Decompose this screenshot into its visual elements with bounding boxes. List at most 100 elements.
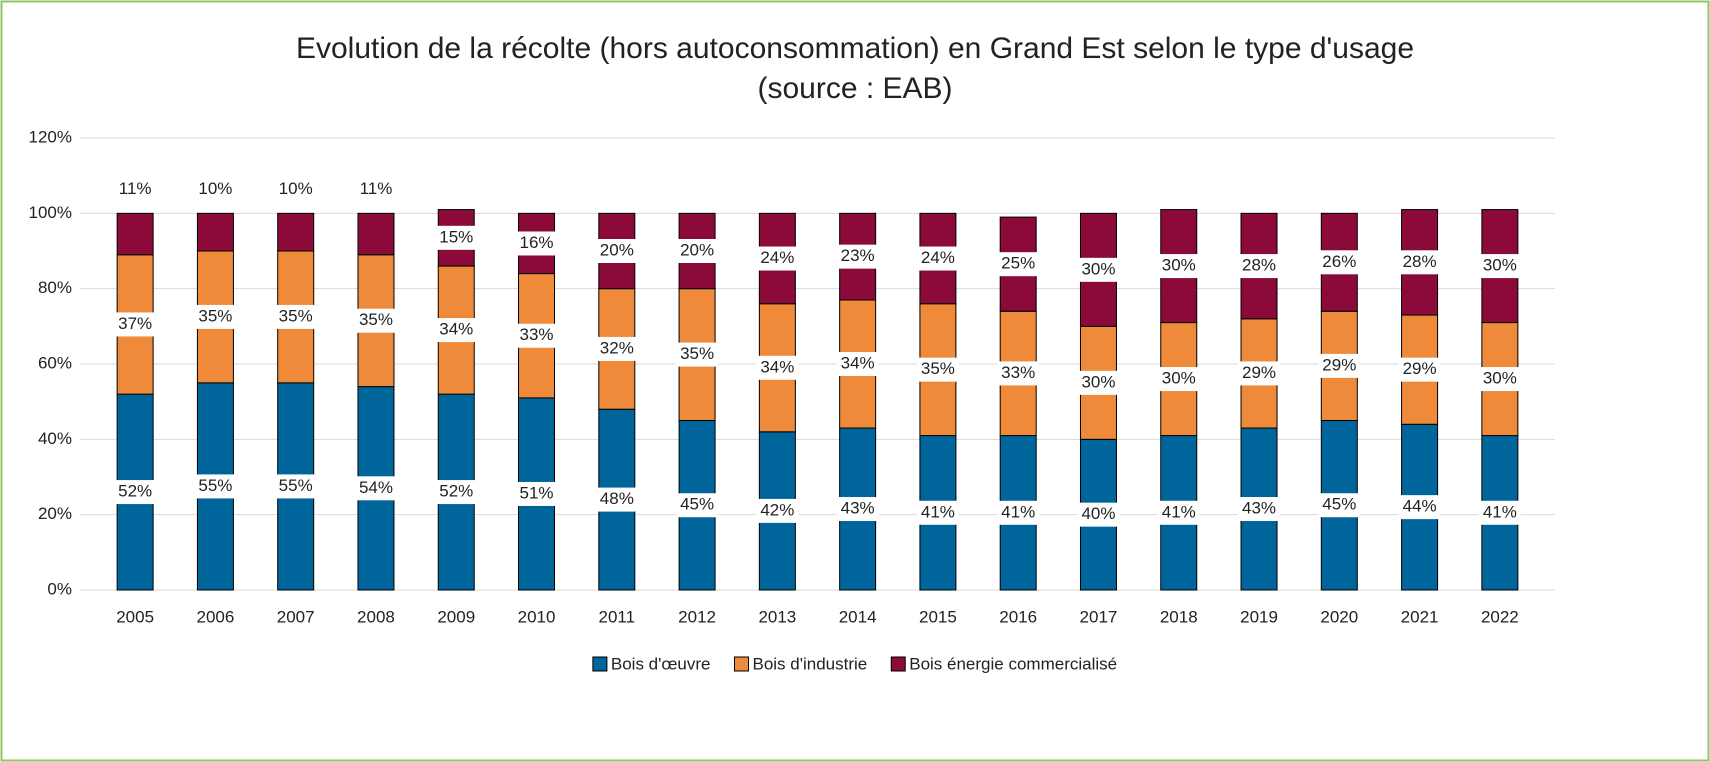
data-label-bg bbox=[595, 336, 638, 361]
data-label-bg bbox=[114, 177, 156, 202]
data-label: 35% bbox=[359, 310, 393, 329]
data-label-bg bbox=[676, 239, 719, 263]
legend-swatch bbox=[890, 656, 906, 672]
data-label-bg bbox=[676, 493, 719, 518]
data-label: 11% bbox=[360, 179, 393, 198]
data-label-bg bbox=[1077, 370, 1120, 395]
bar-segment bbox=[196, 212, 234, 252]
legend-label: Bois d'industrie bbox=[752, 654, 867, 673]
data-label-bg bbox=[194, 304, 237, 329]
data-label: 34% bbox=[439, 320, 473, 339]
data-label-bg bbox=[836, 497, 879, 522]
data-label: 33% bbox=[520, 325, 554, 344]
x-tick-label: 2009 bbox=[437, 607, 475, 626]
data-label: 54% bbox=[359, 478, 393, 497]
data-label: 42% bbox=[760, 500, 794, 519]
data-label: 30% bbox=[1483, 256, 1517, 275]
data-label-bg bbox=[836, 352, 879, 376]
data-label: 24% bbox=[760, 248, 794, 267]
data-label-bg bbox=[354, 476, 397, 501]
data-label-bg bbox=[274, 177, 317, 202]
data-label-bg bbox=[997, 361, 1040, 386]
data-label: 30% bbox=[1081, 259, 1115, 278]
legend-swatch bbox=[733, 656, 749, 672]
data-label: 35% bbox=[198, 306, 232, 325]
data-label-bg bbox=[1157, 254, 1200, 279]
data-label: 32% bbox=[600, 338, 634, 357]
data-label: 33% bbox=[1001, 363, 1035, 382]
data-label: 55% bbox=[279, 476, 313, 495]
bar-segment bbox=[357, 212, 395, 256]
data-label: 44% bbox=[1403, 497, 1437, 516]
data-label-bg bbox=[274, 474, 317, 499]
data-label: 29% bbox=[1322, 355, 1356, 374]
data-label: 41% bbox=[1162, 502, 1196, 521]
data-label-bg bbox=[916, 500, 959, 525]
data-label: 23% bbox=[841, 246, 875, 265]
data-label-bg bbox=[435, 225, 478, 250]
data-label: 20% bbox=[680, 240, 714, 259]
data-label: 35% bbox=[680, 344, 714, 363]
data-label: 55% bbox=[198, 476, 232, 495]
data-label: 24% bbox=[921, 248, 955, 267]
data-label-bg bbox=[1478, 500, 1521, 525]
data-label: 28% bbox=[1242, 256, 1276, 275]
data-label-bg bbox=[194, 177, 237, 202]
data-label-bg bbox=[595, 487, 638, 512]
x-tick-label: 2021 bbox=[1401, 607, 1439, 626]
data-label: 41% bbox=[921, 502, 955, 521]
legend-label: Bois énergie commercialisé bbox=[909, 654, 1117, 673]
data-label-bg bbox=[515, 231, 558, 256]
data-label-bg bbox=[355, 177, 397, 202]
data-label: 20% bbox=[600, 240, 634, 259]
data-label-bg bbox=[756, 355, 799, 380]
data-label-bg bbox=[916, 246, 959, 271]
data-label: 48% bbox=[600, 489, 634, 508]
data-label-bg bbox=[435, 318, 478, 343]
x-tick-label: 2011 bbox=[599, 607, 636, 626]
data-label: 37% bbox=[118, 314, 152, 333]
data-label: 15% bbox=[439, 227, 473, 246]
data-label-bg bbox=[1398, 495, 1441, 520]
data-label-bg bbox=[114, 480, 157, 505]
x-tick-label: 2013 bbox=[758, 607, 796, 626]
chart-subtitle: (source : EAB) bbox=[757, 72, 952, 105]
x-tick-label: 2012 bbox=[678, 607, 716, 626]
data-label-bg bbox=[1238, 254, 1281, 279]
data-label-bg bbox=[1077, 257, 1120, 282]
data-label: 40% bbox=[1081, 504, 1115, 523]
x-tick-label: 2020 bbox=[1320, 607, 1358, 626]
data-label: 34% bbox=[841, 353, 875, 372]
data-label-bg bbox=[676, 342, 719, 367]
data-label: 29% bbox=[1242, 363, 1276, 382]
data-label-bg bbox=[354, 308, 397, 333]
data-label-bg bbox=[1238, 361, 1281, 386]
data-label: 51% bbox=[520, 483, 554, 502]
data-label-bg bbox=[515, 481, 558, 506]
legend-label: Bois d'œuvre bbox=[611, 654, 711, 673]
x-tick-label: 2007 bbox=[277, 607, 315, 626]
data-label-bg bbox=[1318, 493, 1361, 518]
data-label: 35% bbox=[279, 306, 313, 325]
data-label: 45% bbox=[1322, 495, 1356, 514]
data-label: 30% bbox=[1483, 369, 1517, 388]
x-tick-label: 2010 bbox=[518, 607, 556, 626]
data-label: 34% bbox=[760, 357, 794, 376]
data-label: 26% bbox=[1322, 252, 1356, 271]
data-label-bg bbox=[1157, 500, 1200, 525]
x-tick-label: 2022 bbox=[1481, 607, 1519, 626]
data-label-bg bbox=[997, 500, 1040, 525]
data-label-bg bbox=[1318, 353, 1361, 378]
data-label: 25% bbox=[1001, 254, 1035, 273]
legend-swatch bbox=[592, 656, 608, 672]
y-tick-label: 80% bbox=[38, 278, 72, 297]
y-tick-label: 20% bbox=[38, 504, 72, 523]
data-label-bg bbox=[1398, 250, 1441, 275]
bar-segment bbox=[116, 212, 154, 256]
data-label-bg bbox=[515, 323, 558, 348]
data-label-bg bbox=[595, 239, 638, 263]
data-label: 30% bbox=[1081, 372, 1115, 391]
bar-segment bbox=[277, 212, 315, 252]
y-tick-label: 60% bbox=[38, 353, 72, 372]
